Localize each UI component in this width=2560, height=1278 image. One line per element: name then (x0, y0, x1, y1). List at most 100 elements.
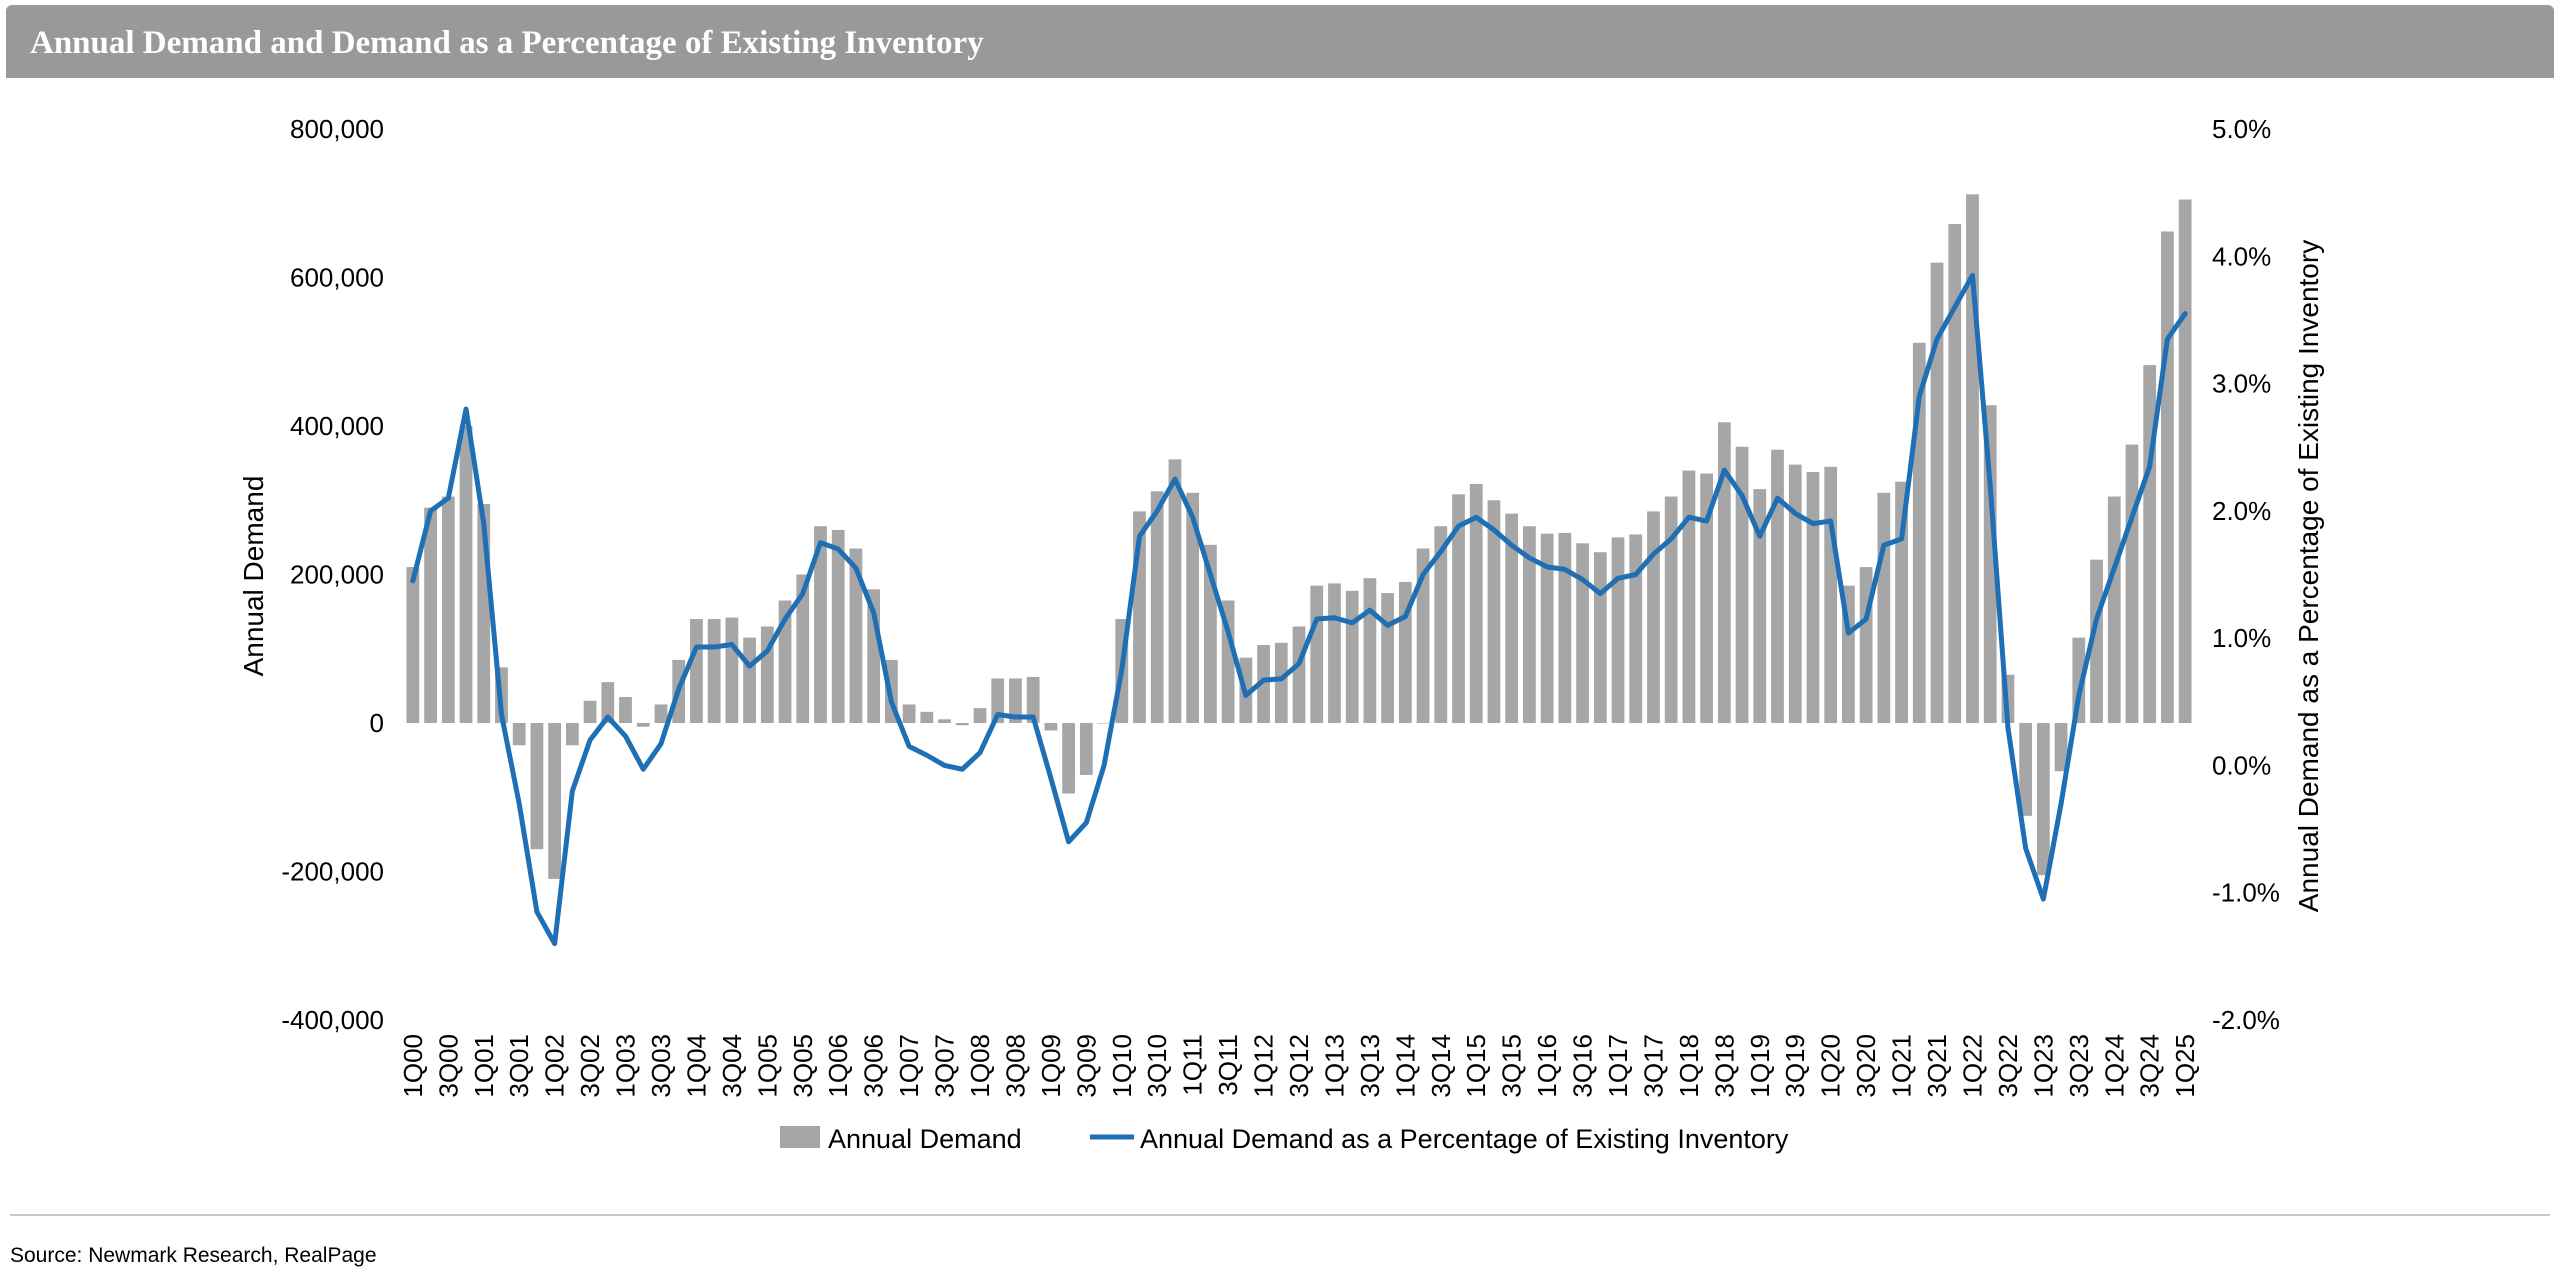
bar-1Q20 (1824, 466, 1838, 723)
x-tick-label: 1Q09 (1036, 1034, 1066, 1098)
bar-4Q21 (1948, 224, 1962, 724)
bar-4Q07 (955, 723, 969, 726)
bar-3Q15 (1505, 513, 1519, 723)
x-tick-label: 3Q22 (1993, 1034, 2023, 1098)
bar-2Q23 (2054, 723, 2068, 772)
bar-2Q12 (1274, 642, 1288, 723)
x-tick-label: 3Q15 (1497, 1034, 1527, 1098)
left-tick-label: -200,000 (281, 857, 384, 887)
legend: Annual Demand Annual Demand as a Percent… (780, 1124, 1789, 1154)
x-tick-label: 3Q10 (1142, 1034, 1172, 1098)
x-tick-label: 1Q20 (1816, 1034, 1846, 1098)
x-tick-label: 1Q02 (540, 1034, 570, 1098)
bar-2Q05 (778, 600, 792, 723)
x-tick-label: 1Q22 (1957, 1034, 1987, 1098)
bar-4Q09 (1097, 723, 1111, 724)
bar-4Q13 (1381, 593, 1394, 723)
x-tick-label: 1Q12 (1249, 1034, 1279, 1098)
right-tick-label: -1.0% (2212, 878, 2280, 908)
bar-4Q18 (1735, 446, 1749, 723)
bar-2Q16 (1558, 532, 1572, 723)
right-tick-label: -2.0% (2212, 1005, 2280, 1035)
x-tick-label: 3Q02 (575, 1034, 605, 1098)
x-tick-label: 1Q00 (398, 1034, 428, 1098)
bar-2Q09 (1062, 723, 1075, 794)
bar-1Q00 (406, 567, 420, 723)
x-tick-label: 1Q15 (1461, 1034, 1491, 1098)
x-tick-label: 1Q19 (1745, 1034, 1775, 1098)
legend-bar-swatch (780, 1126, 820, 1148)
bar-3Q08 (1009, 678, 1022, 723)
x-tick-label: 1Q23 (2028, 1034, 2058, 1098)
x-tick-label: 3Q12 (1284, 1034, 1314, 1098)
x-tick-label: 1Q17 (1603, 1034, 1633, 1098)
bar-3Q02 (583, 700, 597, 723)
x-tick-label: 1Q07 (894, 1034, 924, 1098)
bar-4Q04 (743, 637, 756, 723)
bar-1Q11 (1186, 492, 1200, 723)
x-tick-label: 3Q11 (1213, 1034, 1243, 1096)
chart-title: Annual Demand and Demand as a Percentage… (30, 25, 984, 61)
x-tick-label: 3Q00 (433, 1034, 463, 1098)
bar-2Q19 (1771, 449, 1784, 723)
bar-4Q20 (1877, 492, 1891, 723)
bar-2Q04 (707, 619, 721, 723)
x-tick-label: 1Q03 (611, 1034, 641, 1098)
line-series (410, 272, 2188, 947)
bar-3Q13 (1363, 578, 1377, 723)
left-tick-label: 600,000 (290, 263, 384, 293)
bar-1Q18 (1682, 470, 1696, 723)
legend-line-label: Annual Demand as a Percentage of Existin… (1140, 1124, 1789, 1154)
x-tick-label: 3Q03 (646, 1034, 676, 1098)
bar-3Q10 (1150, 491, 1164, 723)
bar-2Q13 (1345, 590, 1359, 723)
x-tick-label: 3Q13 (1355, 1034, 1385, 1098)
left-tick-label: 400,000 (290, 411, 384, 441)
bar-4Q05 (814, 526, 827, 723)
left-tick-label: 200,000 (290, 560, 384, 590)
bar-4Q12 (1310, 585, 1324, 723)
right-axis-ticks: -2.0% -1.0% 0.0% 1.0% 2.0% 3.0% 4.0% 5.0% (2212, 114, 2280, 1035)
bar-2Q02 (565, 723, 579, 746)
bar-3Q12 (1292, 626, 1306, 723)
bar-2Q18 (1700, 473, 1713, 723)
bar-4Q14 (1452, 494, 1465, 723)
bar-2Q24 (2125, 444, 2139, 723)
x-tick-label: 3Q17 (1638, 1034, 1668, 1098)
x-tick-label: 1Q08 (965, 1034, 995, 1098)
left-tick-label: 800,000 (290, 114, 384, 144)
bar-1Q08 (973, 708, 987, 723)
header-bar: Annual Demand and Demand as a Percentage… (6, 5, 2554, 78)
x-tick-label: 1Q14 (1390, 1034, 1420, 1098)
x-tick-label: 3Q05 (788, 1034, 818, 1098)
x-tick-label: 1Q21 (1887, 1034, 1917, 1098)
bar-4Q00 (459, 426, 473, 723)
x-tick-label: 1Q13 (1319, 1034, 1349, 1098)
bar-1Q04 (690, 619, 703, 723)
bar-2Q00 (424, 507, 437, 723)
x-tick-label: 1Q18 (1674, 1034, 1704, 1098)
bar-4Q15 (1523, 526, 1536, 723)
left-tick-label: 0 (370, 708, 384, 738)
bar-3Q01 (512, 723, 526, 746)
x-tick-label: 3Q19 (1780, 1034, 1810, 1098)
x-tick-label: 1Q11 (1178, 1034, 1208, 1096)
bar-1Q16 (1540, 533, 1554, 723)
bar-1Q03 (619, 697, 632, 723)
bar-3Q17 (1647, 511, 1660, 723)
bar-3Q00 (441, 496, 455, 723)
x-tick-label: 3Q23 (2064, 1034, 2094, 1098)
x-tick-label: 1Q01 (469, 1034, 499, 1098)
x-tick-label: 3Q09 (1071, 1034, 1101, 1098)
bar-3Q21 (1930, 262, 1944, 723)
bar-3Q16 (1576, 543, 1589, 723)
bar-1Q12 (1257, 645, 1270, 723)
bar-1Q06 (831, 529, 845, 723)
bar-1Q13 (1328, 583, 1341, 723)
x-tick-label: 3Q01 (504, 1034, 534, 1098)
left-axis-ticks: -400,000 -200,000 0 200,000 400,000 600,000 80… (281, 114, 384, 1035)
x-tick-label: 3Q21 (1922, 1034, 1952, 1098)
x-tick-label: 1Q10 (1107, 1034, 1137, 1098)
x-tick-label: 3Q14 (1426, 1034, 1456, 1098)
bar-3Q07 (938, 719, 951, 723)
